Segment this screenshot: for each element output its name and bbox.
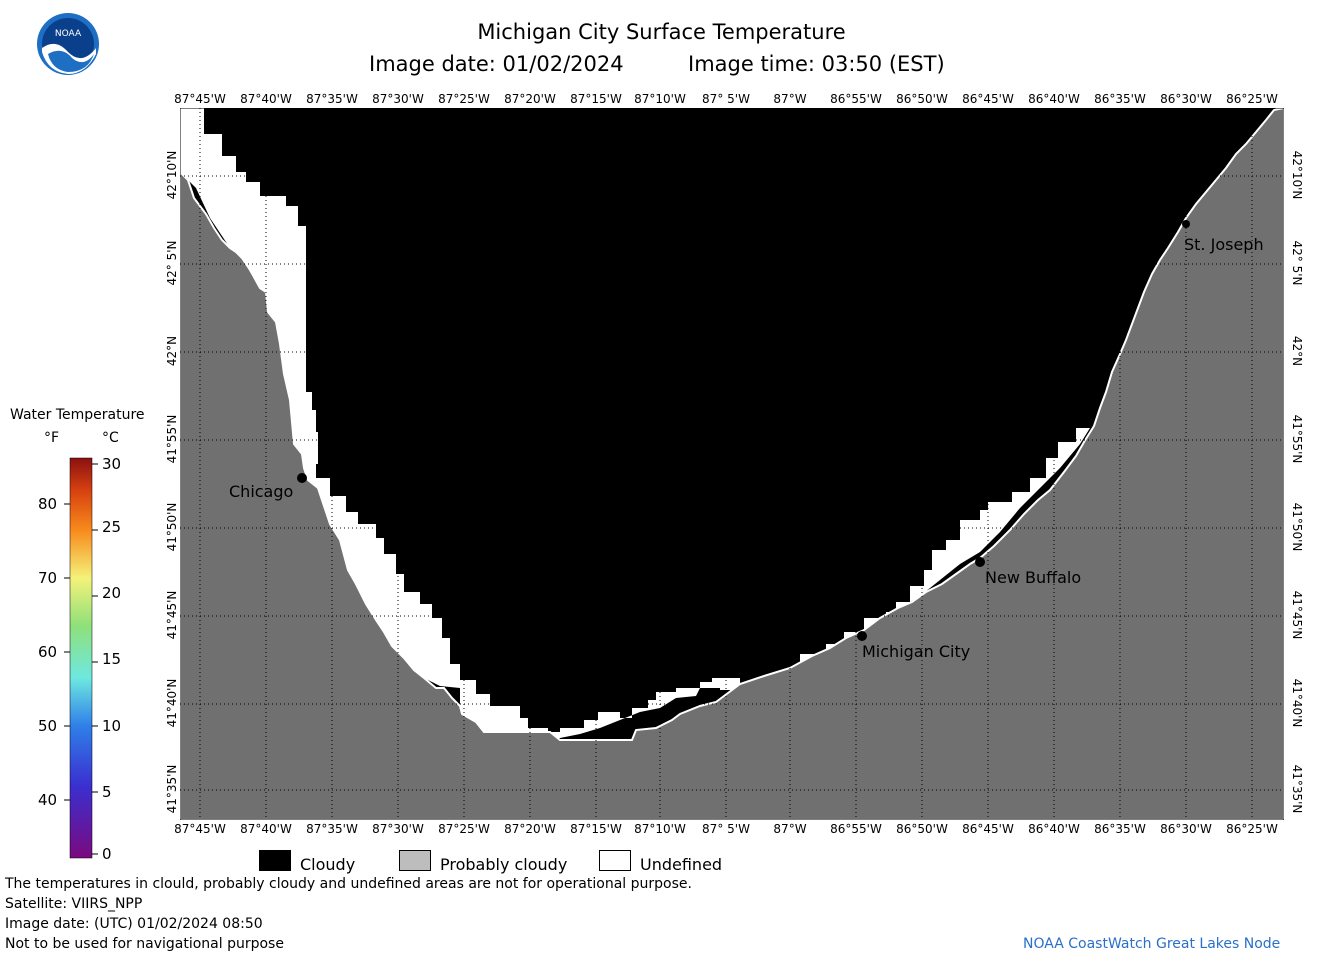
map-grid — [180, 108, 1284, 820]
lon-label-top: 87°W — [773, 92, 807, 106]
lon-label-bottom: 86°35'W — [1094, 822, 1146, 836]
lat-label-left: 41°35'N — [165, 764, 179, 814]
lon-label-bottom: 86°30'W — [1160, 822, 1212, 836]
noaa-logo-text: NOAA — [55, 29, 82, 39]
color-scale-unit-c: °C — [102, 430, 119, 446]
lon-label-top: 86°45'W — [962, 92, 1014, 106]
legend-swatch-undefined — [599, 850, 631, 871]
marker-michigan-city — [857, 631, 867, 641]
scale-tick-c: 5 — [102, 783, 112, 801]
lon-label-top: 87°35'W — [306, 92, 358, 106]
lon-label-top: 87°25'W — [438, 92, 490, 106]
page-title: Michigan City Surface Temperature — [477, 20, 846, 44]
place-label-michigan-city: Michigan City — [862, 642, 971, 661]
color-scale-unit-f: °F — [44, 430, 60, 446]
lon-label-bottom: 87°25'W — [438, 822, 490, 836]
lon-label-bottom: 87°W — [773, 822, 807, 836]
lon-label-top: 86°40'W — [1028, 92, 1080, 106]
scale-tick-f: 50 — [38, 717, 58, 735]
lon-label-bottom: 87° 5'W — [702, 822, 750, 836]
color-scale-title: Water Temperature — [10, 407, 145, 423]
undefined-area-west — [180, 108, 560, 738]
marker-chicago — [297, 473, 307, 483]
lon-label-bottom: 86°55'W — [830, 822, 882, 836]
lat-label-right: 41°35'N — [1290, 764, 1304, 814]
scale-tick-c: 0 — [102, 845, 112, 863]
lon-label-top: 87° 5'W — [702, 92, 750, 106]
lon-label-top: 86°55'W — [830, 92, 882, 106]
lon-label-top: 86°35'W — [1094, 92, 1146, 106]
place-label-new-buffalo: New Buffalo — [985, 568, 1082, 587]
lon-label-bottom: 86°50'W — [896, 822, 948, 836]
legend-label-cloudy: Cloudy — [300, 855, 356, 874]
legend-label-probably-cloudy: Probably cloudy — [440, 855, 568, 874]
scale-tick-f: 40 — [38, 791, 58, 809]
lon-label-top: 87°10'W — [634, 92, 686, 106]
lon-label-top: 87°45'W — [174, 92, 226, 106]
scale-tick-f: 80 — [38, 495, 58, 513]
place-label-chicago: Chicago — [229, 482, 294, 501]
noaa-logo-icon: NOAA — [37, 13, 99, 75]
legend-swatch-cloudy — [259, 850, 291, 871]
noaa-logo: NOAA — [36, 12, 100, 76]
marker-new-buffalo — [975, 557, 985, 567]
scale-tick-f: 60 — [38, 643, 58, 661]
image-time: Image time: 03:50 (EST) — [688, 52, 945, 76]
scale-tick-c: 10 — [102, 717, 122, 735]
lon-label-bottom: 87°10'W — [634, 822, 686, 836]
scale-tick-f: 70 — [38, 569, 58, 587]
lon-label-top: 87°15'W — [570, 92, 622, 106]
lon-label-top: 86°25'W — [1226, 92, 1278, 106]
image-date: Image date: 01/02/2024 — [369, 52, 624, 76]
legend-label-undefined: Undefined — [640, 855, 723, 874]
scale-tick-c: 20 — [102, 584, 122, 602]
footer-utc-date: Image date: (UTC) 01/02/2024 08:50 — [5, 916, 263, 932]
lon-label-bottom: 86°40'W — [1028, 822, 1080, 836]
footer-satellite: Satellite: VIIRS_NPP — [5, 896, 143, 912]
lon-label-bottom: 86°45'W — [962, 822, 1014, 836]
scale-tick-c: 30 — [102, 455, 122, 473]
lon-label-bottom: 87°40'W — [240, 822, 292, 836]
lon-label-top: 86°30'W — [1160, 92, 1212, 106]
lon-label-top: 86°50'W — [896, 92, 948, 106]
legend-swatch-probably-cloudy — [399, 850, 431, 871]
lon-label-bottom: 86°25'W — [1226, 822, 1278, 836]
footer-warning: Not to be used for navigational purpose — [5, 936, 284, 952]
lon-label-bottom: 87°15'W — [570, 822, 622, 836]
marker-st-joseph — [1182, 220, 1190, 228]
scale-tick-c: 25 — [102, 518, 122, 536]
footer-credit: NOAA CoastWatch Great Lakes Node — [1023, 936, 1281, 952]
map — [180, 108, 1284, 820]
color-scale-bar — [64, 457, 98, 859]
scale-tick-c: 15 — [102, 650, 122, 668]
lon-label-bottom: 87°45'W — [174, 822, 226, 836]
place-label-st-joseph: St. Joseph — [1184, 235, 1264, 254]
lon-label-top: 87°30'W — [372, 92, 424, 106]
lon-label-top: 87°20'W — [504, 92, 556, 106]
lon-label-bottom: 87°35'W — [306, 822, 358, 836]
lon-label-bottom: 87°20'W — [504, 822, 556, 836]
lon-label-bottom: 87°30'W — [372, 822, 424, 836]
land-area — [180, 108, 1284, 820]
footer-note: The temperatures in clould, probably clo… — [5, 876, 692, 892]
lon-label-top: 87°40'W — [240, 92, 292, 106]
